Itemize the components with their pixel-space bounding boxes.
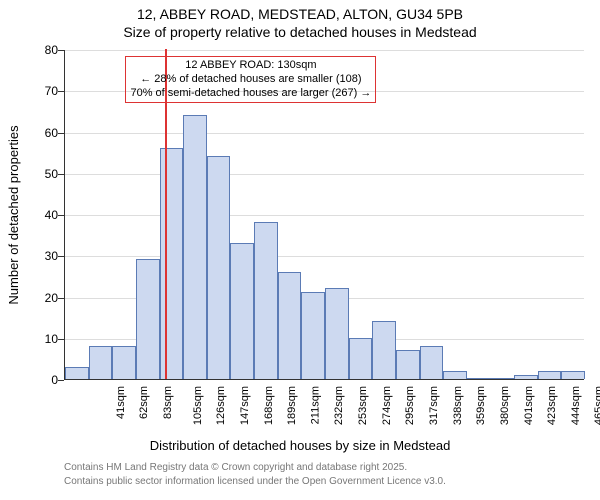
- histogram-bar: [160, 148, 184, 379]
- histogram-bar: [538, 371, 562, 379]
- y-tick-mark: [58, 50, 64, 51]
- histogram-bar: [207, 156, 231, 379]
- y-tick-label: 70: [30, 84, 58, 98]
- marker-callout: 12 ABBEY ROAD: 130sqm← 28% of detached h…: [125, 56, 376, 103]
- x-tick-label: 62sqm: [138, 386, 150, 419]
- x-tick-label: 317sqm: [428, 386, 440, 425]
- y-tick-mark: [58, 215, 64, 216]
- histogram-bar: [349, 338, 373, 379]
- credit-line-1: Contains HM Land Registry data © Crown c…: [64, 462, 407, 473]
- y-tick-label: 20: [30, 291, 58, 305]
- plot-area: 12 ABBEY ROAD: 130sqm← 28% of detached h…: [64, 50, 584, 380]
- histogram-bar: [254, 222, 278, 379]
- y-tick-mark: [58, 174, 64, 175]
- y-axis-label: Number of detached properties: [6, 50, 21, 380]
- callout-line: ← 28% of detached houses are smaller (10…: [130, 73, 371, 87]
- x-tick-label: 444sqm: [570, 386, 582, 425]
- histogram-bar: [490, 378, 514, 379]
- x-tick-label: 147sqm: [239, 386, 251, 425]
- x-axis-label: Distribution of detached houses by size …: [0, 438, 600, 453]
- y-tick-label: 30: [30, 249, 58, 263]
- x-tick-label: 41sqm: [115, 386, 127, 419]
- y-tick-label: 50: [30, 167, 58, 181]
- histogram-bar: [514, 375, 538, 379]
- x-tick-label: 380sqm: [499, 386, 511, 425]
- y-tick-mark: [58, 298, 64, 299]
- y-tick-label: 80: [30, 43, 58, 57]
- gridline-h: [65, 256, 584, 257]
- histogram-bar: [325, 288, 349, 379]
- gridline-h: [65, 215, 584, 216]
- histogram-bar: [467, 378, 491, 379]
- histogram-bar: [230, 243, 254, 379]
- y-tick-mark: [58, 339, 64, 340]
- x-tick-label: 168sqm: [263, 386, 275, 425]
- histogram-bar: [301, 292, 325, 379]
- x-tick-label: 274sqm: [381, 386, 393, 425]
- histogram-bar: [278, 272, 302, 379]
- x-tick-label: 401sqm: [523, 386, 535, 425]
- x-tick-label: 189sqm: [286, 386, 298, 425]
- callout-line: 70% of semi-detached houses are larger (…: [130, 87, 371, 101]
- x-tick-label: 295sqm: [405, 386, 417, 425]
- gridline-h: [65, 133, 584, 134]
- y-tick-mark: [58, 380, 64, 381]
- histogram-bar: [65, 367, 89, 379]
- chart-container: 12, ABBEY ROAD, MEDSTEAD, ALTON, GU34 5P…: [0, 0, 600, 500]
- x-tick-label: 83sqm: [162, 386, 174, 419]
- credit-line-2: Contains public sector information licen…: [64, 476, 446, 487]
- histogram-bar: [89, 346, 113, 379]
- histogram-bar: [396, 350, 420, 379]
- histogram-bar: [561, 371, 585, 379]
- gridline-h: [65, 174, 584, 175]
- y-tick-label: 0: [30, 373, 58, 387]
- x-tick-label: 253sqm: [357, 386, 369, 425]
- histogram-bar: [136, 259, 160, 379]
- x-tick-label: 465sqm: [594, 386, 600, 425]
- x-tick-label: 211sqm: [309, 386, 321, 424]
- histogram-bar: [443, 371, 467, 379]
- histogram-bar: [183, 115, 207, 379]
- y-tick-label: 40: [30, 208, 58, 222]
- y-tick-mark: [58, 256, 64, 257]
- x-tick-label: 232sqm: [334, 386, 346, 425]
- histogram-bar: [420, 346, 444, 379]
- chart-title-line2: Size of property relative to detached ho…: [0, 24, 600, 40]
- y-tick-mark: [58, 133, 64, 134]
- x-tick-label: 126sqm: [215, 386, 227, 425]
- y-tick-label: 60: [30, 126, 58, 140]
- x-tick-label: 423sqm: [546, 386, 558, 425]
- x-tick-label: 105sqm: [192, 386, 204, 425]
- y-tick-label: 10: [30, 332, 58, 346]
- histogram-bar: [372, 321, 396, 379]
- x-tick-label: 338sqm: [452, 386, 464, 425]
- x-tick-label: 359sqm: [475, 386, 487, 425]
- y-tick-mark: [58, 91, 64, 92]
- chart-title-line1: 12, ABBEY ROAD, MEDSTEAD, ALTON, GU34 5P…: [0, 6, 600, 22]
- histogram-bar: [112, 346, 136, 379]
- gridline-h: [65, 50, 584, 51]
- callout-line: 12 ABBEY ROAD: 130sqm: [130, 59, 371, 73]
